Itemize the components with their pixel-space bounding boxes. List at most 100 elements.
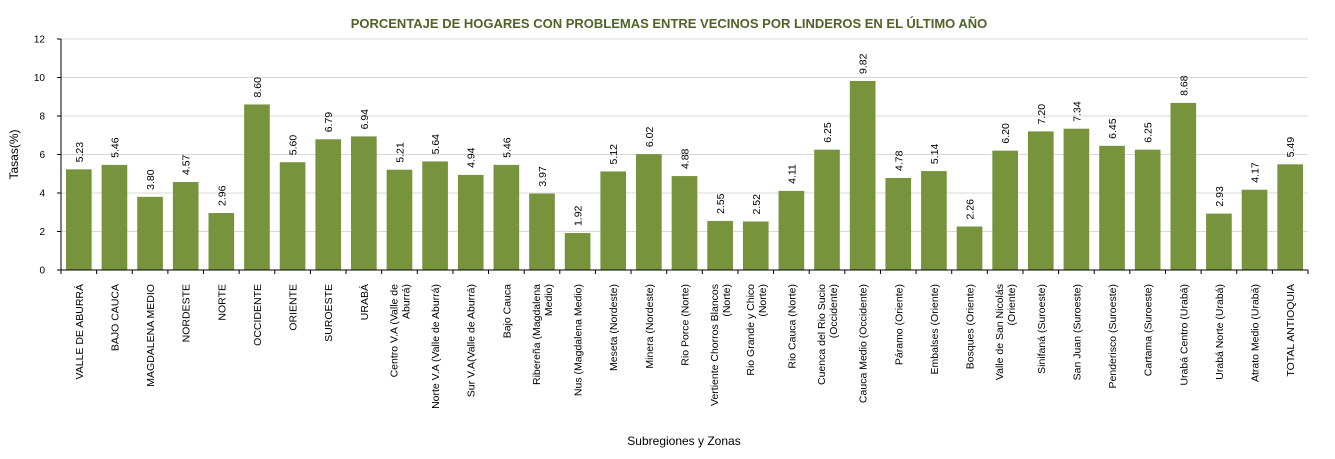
x-tick-label: VALLE DE ABURRÁ <box>73 284 86 380</box>
bar <box>1063 128 1090 270</box>
data-label: 6.02 <box>644 127 656 148</box>
bar <box>885 177 912 270</box>
bar <box>208 213 235 270</box>
y-tick-label: 8 <box>39 112 45 123</box>
x-tick-label: (Norte) <box>721 284 733 317</box>
bar <box>101 164 128 270</box>
x-tick-label: Cartama (Suroeste) <box>1143 284 1155 376</box>
bar <box>1277 164 1304 270</box>
x-tick-label: OCCIDENTE <box>252 284 264 346</box>
data-label: 6.25 <box>1143 122 1155 143</box>
x-tick-label: NORDESTE <box>181 284 193 342</box>
data-label: 2.52 <box>751 194 763 215</box>
x-axis-title: Subregiones y Zonas <box>627 434 740 448</box>
bar <box>600 171 627 270</box>
x-tick-label: (Oriente) <box>1006 284 1018 325</box>
x-tick-label: Rio Porce (Norte) <box>680 284 692 366</box>
bar <box>742 221 769 270</box>
data-label: 5.46 <box>109 137 121 158</box>
data-label: 5.14 <box>929 143 941 164</box>
x-tick-label: San Juan (Suroeste) <box>1071 284 1083 380</box>
x-tick-label: Rio Cauca (Norte) <box>786 284 798 369</box>
x-tick-label: Vertiente Chorros Blancos <box>709 284 721 406</box>
x-tick-label: Centro V.A (Valle de <box>388 284 400 378</box>
y-tick-label: 4 <box>39 189 45 200</box>
data-label: 4.78 <box>893 150 905 171</box>
bar <box>65 169 92 270</box>
data-label: 7.34 <box>1071 101 1083 122</box>
data-label: 1.92 <box>573 205 585 226</box>
bar <box>279 162 306 270</box>
x-tick-label: (Occidente) <box>828 284 840 338</box>
data-label: 5.64 <box>430 134 442 155</box>
data-label: 2.26 <box>965 199 977 220</box>
x-tick-label: BAJO CAUCA <box>109 284 121 351</box>
x-tick-label: Páramo (Oriente) <box>893 284 905 365</box>
x-tick-label: Minera (Nordeste) <box>644 284 656 369</box>
data-label: 4.17 <box>1250 162 1262 183</box>
x-tick-label: Bajo Cauca <box>501 284 513 338</box>
axes: 0 2 4 6 8 10 12 <box>34 35 1309 277</box>
data-label: 4.11 <box>786 164 798 184</box>
bar <box>707 220 733 270</box>
data-label: 4.88 <box>680 148 692 169</box>
bar <box>1027 131 1054 270</box>
bar <box>529 193 555 270</box>
x-tick-label: Cauca Medio (Occidente) <box>858 284 870 403</box>
data-label: 5.21 <box>394 142 406 163</box>
y-tick-label: 12 <box>34 35 46 46</box>
x-tick-label: Cuenca del Rio Sucio <box>816 284 828 385</box>
x-tick-label: SUROESTE <box>323 284 335 342</box>
data-label: 9.82 <box>858 53 870 74</box>
data-label: 3.80 <box>145 169 157 190</box>
value-labels: 5.23 5.46 3.80 4.57 2.96 8.60 5.60 6.79 6.94 5.21… <box>74 53 1297 226</box>
bar <box>956 226 983 270</box>
y-tick-label: 2 <box>39 227 45 238</box>
data-label: 2.55 <box>715 193 727 214</box>
bar <box>814 149 840 270</box>
data-label: 6.45 <box>1107 118 1119 139</box>
bar <box>564 233 591 270</box>
x-tick-label: Sinifaná (Suroeste) <box>1036 284 1048 374</box>
bar <box>849 80 876 270</box>
data-label: 6.20 <box>1000 123 1012 144</box>
x-tick-label: TOTAL ANTIOQUIA <box>1285 284 1297 377</box>
x-tick-label: Ribereña (Magdalena <box>531 284 543 385</box>
bar <box>1170 102 1197 270</box>
category-labels: VALLE DE ABURRÁ BAJO CAUCA MAGDALENA MEDIO… <box>73 284 1297 409</box>
data-label: 3.97 <box>537 166 549 187</box>
data-label: 5.49 <box>1285 137 1297 158</box>
bar <box>1241 189 1268 270</box>
data-label: 8.68 <box>1178 75 1190 96</box>
data-label: 2.93 <box>1214 186 1226 207</box>
x-tick-label: Sur V.A(Valle de Aburrá) <box>466 284 478 397</box>
y-tick-label: 6 <box>39 150 45 161</box>
bar <box>172 182 199 270</box>
x-tick-label: Nus (Magdalena Medio) <box>573 284 585 396</box>
bar <box>244 104 270 270</box>
bar <box>778 190 805 270</box>
x-tick-label: Atrato Medio (Urabá) <box>1250 284 1262 382</box>
bar <box>422 161 448 270</box>
bar <box>992 150 1018 270</box>
x-tick-label: URABÁ <box>358 284 371 320</box>
bars <box>65 80 1304 270</box>
bar <box>921 171 947 270</box>
data-label: 4.94 <box>466 147 478 168</box>
data-label: 5.46 <box>501 137 513 158</box>
bar <box>457 174 484 270</box>
x-tick-label: NORTE <box>216 284 228 321</box>
data-label: 6.79 <box>323 112 335 133</box>
data-label: 5.12 <box>608 144 620 165</box>
y-tick-label: 0 <box>39 266 45 277</box>
chart-title: PORCENTAJE DE HOGARES CON PROBLEMAS ENTR… <box>351 16 988 31</box>
bar <box>1134 149 1161 270</box>
x-tick-label: Urabá Centro (Urabá) <box>1178 284 1190 386</box>
bar <box>671 176 698 270</box>
bar <box>636 154 662 270</box>
bar <box>351 136 377 270</box>
data-label: 6.94 <box>359 109 371 130</box>
x-tick-label: Medio) <box>543 284 555 316</box>
bar <box>1099 145 1125 270</box>
